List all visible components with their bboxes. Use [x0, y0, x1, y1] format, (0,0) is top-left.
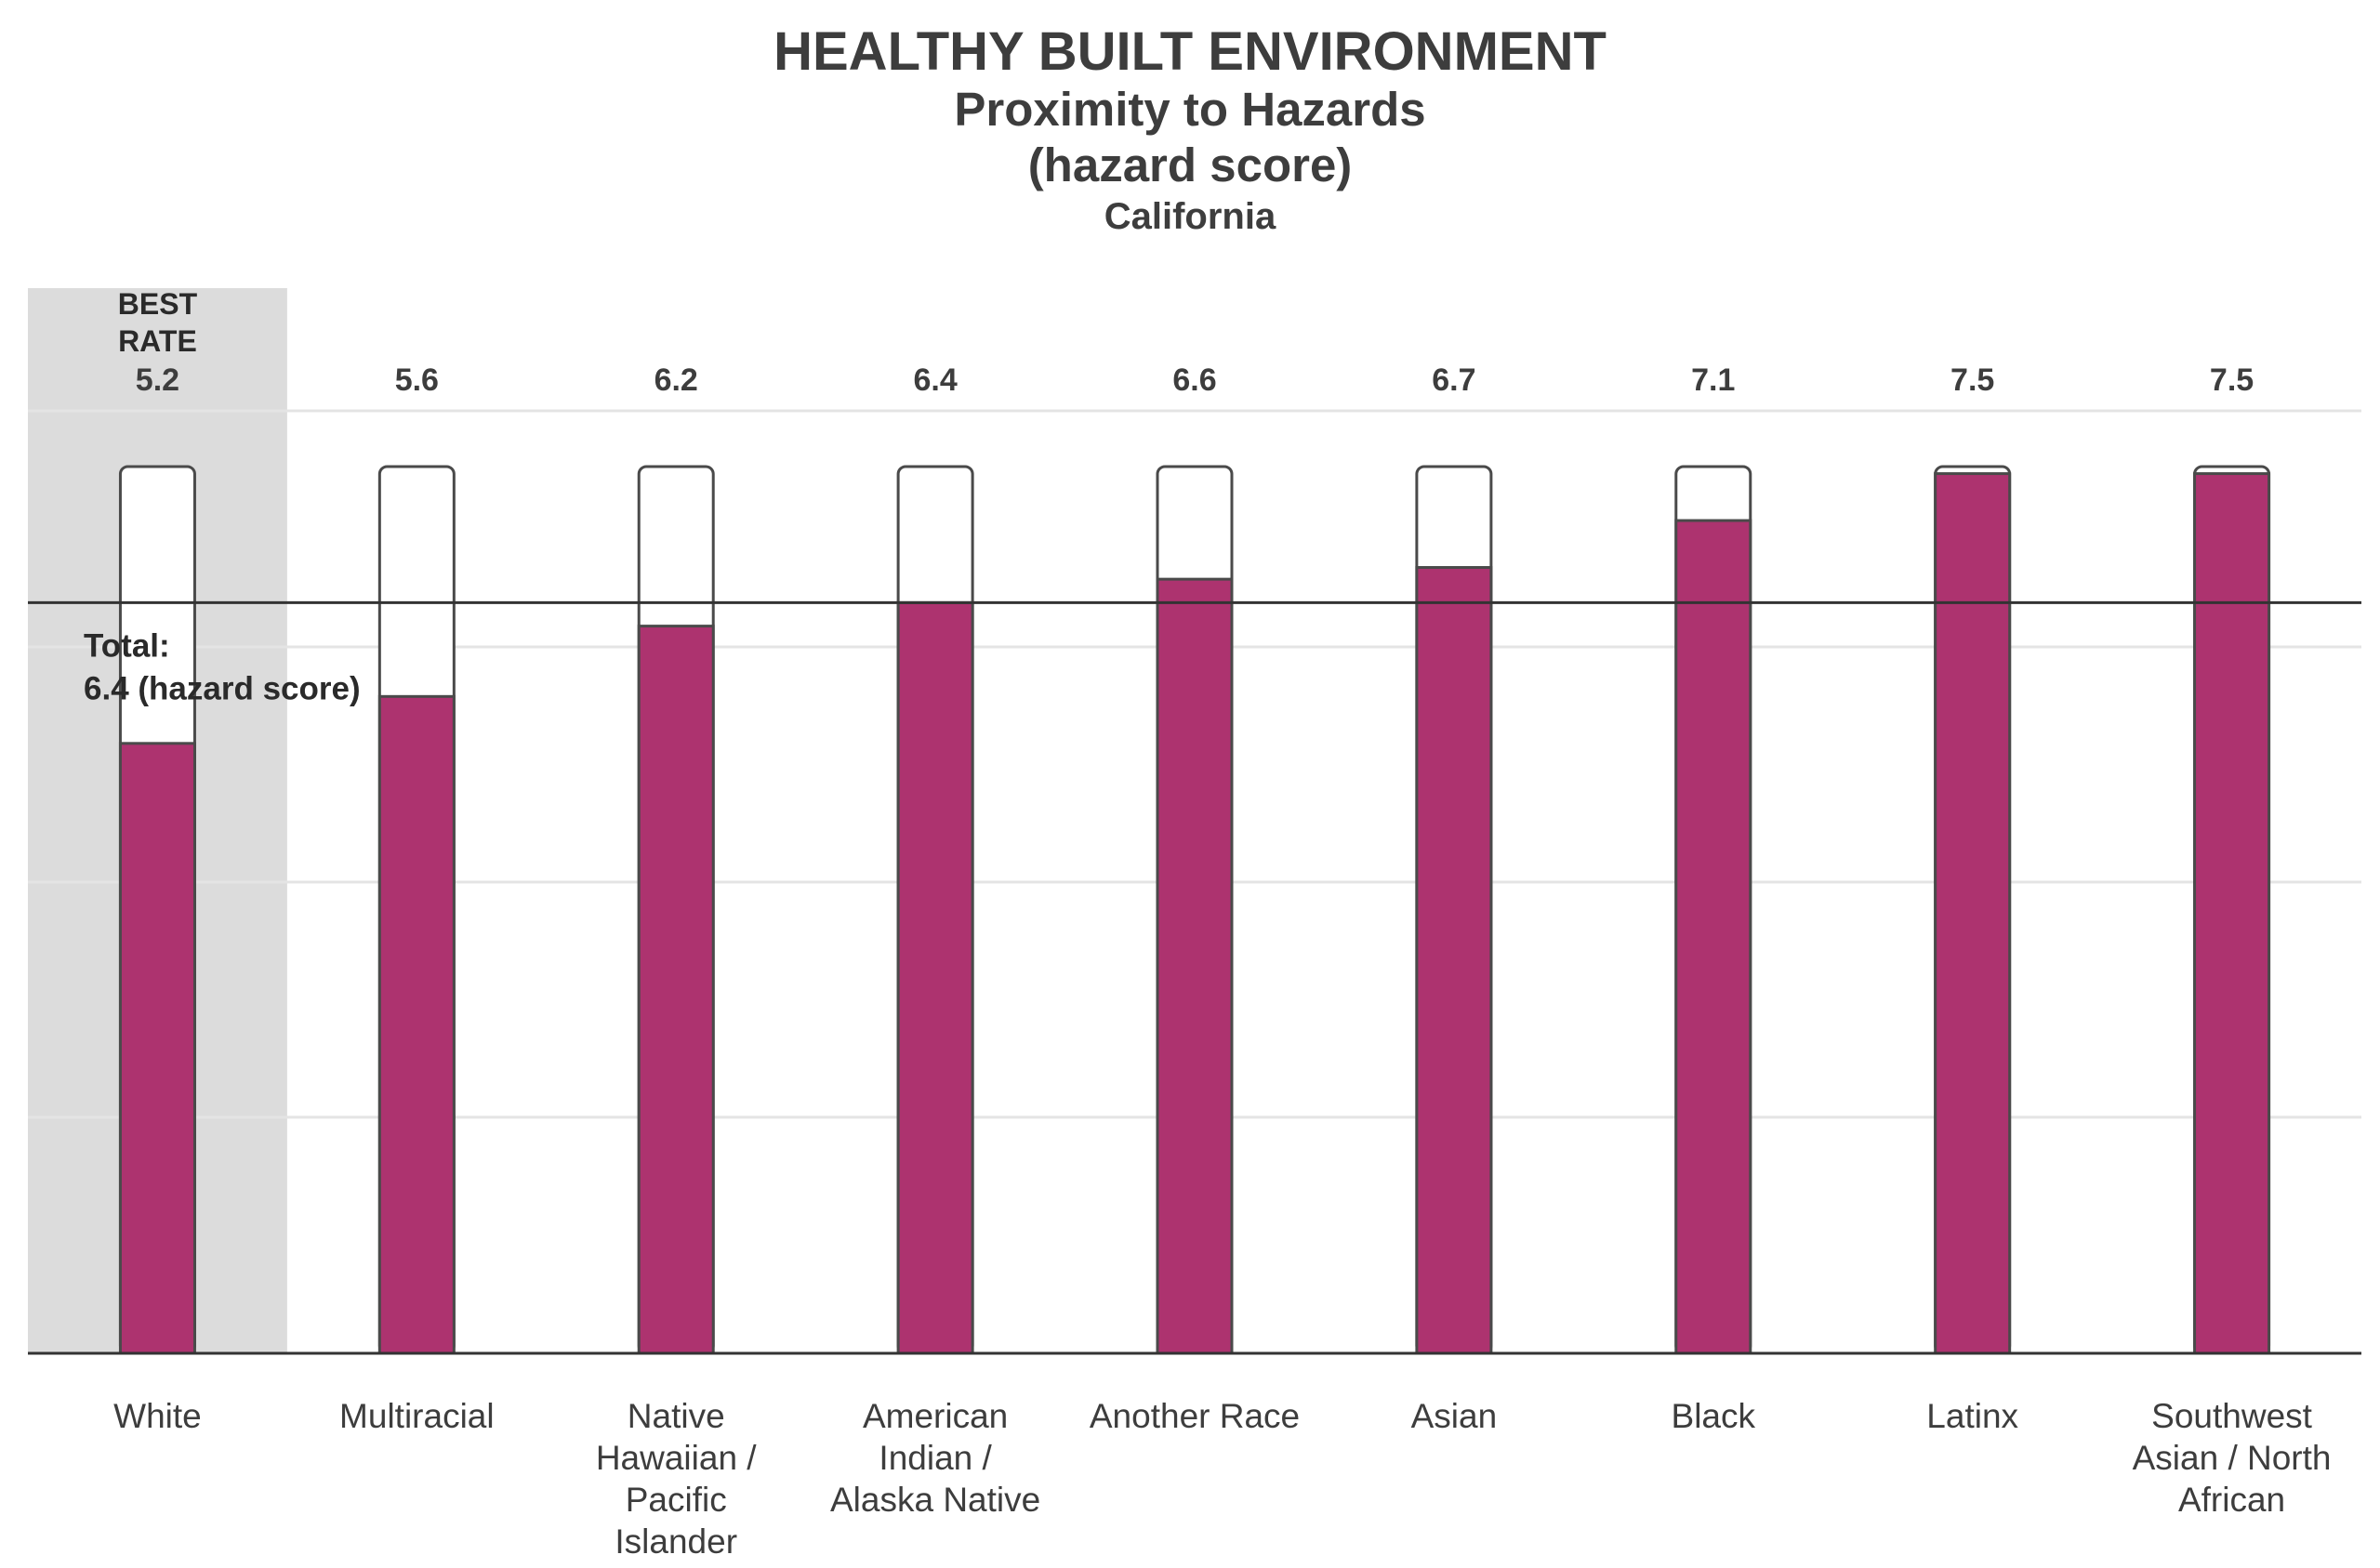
- value-label: 6.7: [1432, 362, 1475, 398]
- value-label: 6.6: [1172, 362, 1216, 398]
- value-label: 7.1: [1691, 362, 1735, 398]
- category-label: Latinx: [1926, 1397, 2018, 1435]
- chart-region: California: [1104, 196, 1276, 237]
- chart-subtitle: Proximity to Hazards: [954, 83, 1426, 136]
- category-label: Black: [1672, 1397, 1756, 1435]
- category-label: American Indian / Alaska Native: [830, 1397, 1040, 1519]
- bars-layer: [118, 465, 2271, 1355]
- value-label: 6.4: [913, 362, 957, 398]
- bar-native-hawaiian-pacific-islander: [637, 625, 715, 1355]
- bar-white: [118, 742, 196, 1355]
- bar-another-race: [1156, 577, 1234, 1355]
- value-label: 7.5: [1950, 362, 1994, 398]
- bar-multiracial: [377, 694, 456, 1355]
- best-rate-label-line1: BEST: [118, 287, 198, 321]
- category-label: White: [113, 1397, 202, 1435]
- category-label: Another Race: [1090, 1397, 1300, 1435]
- reference-line-layer: Total: 6.4 (hazard score): [28, 600, 2361, 1355]
- chart-title: HEALTHY BUILT ENVIRONMENT: [774, 21, 1606, 82]
- chart-unit: (hazard score): [1027, 138, 1353, 191]
- value-label: 6.2: [654, 362, 698, 398]
- category-label: Multiracial: [339, 1397, 495, 1435]
- value-label: 5.6: [395, 362, 439, 398]
- bar-latinx: [1934, 472, 2012, 1355]
- category-label: Asian: [1411, 1397, 1498, 1435]
- labels-layer: 5.2 White 5.6 Multiracial 6.2 Native Hawaiian …: [113, 287, 2331, 1561]
- value-label: 5.2: [136, 362, 179, 398]
- best-rate-label-line2: RATE: [118, 324, 197, 358]
- total-label-line1: Total:: [84, 627, 170, 664]
- category-label: Native Hawaiian / Pacific Islander: [596, 1397, 757, 1561]
- bar-black: [1674, 519, 1752, 1355]
- bar-southwest-asian-north-african: [2193, 472, 2271, 1355]
- category-label: Southwest Asian / North African: [2133, 1397, 2332, 1519]
- total-label-line2: 6.4 (hazard score): [84, 670, 361, 706]
- value-label: 7.5: [2210, 362, 2254, 398]
- bar-asian: [1415, 566, 1493, 1355]
- bar-american-indian-alaska-native: [896, 600, 974, 1355]
